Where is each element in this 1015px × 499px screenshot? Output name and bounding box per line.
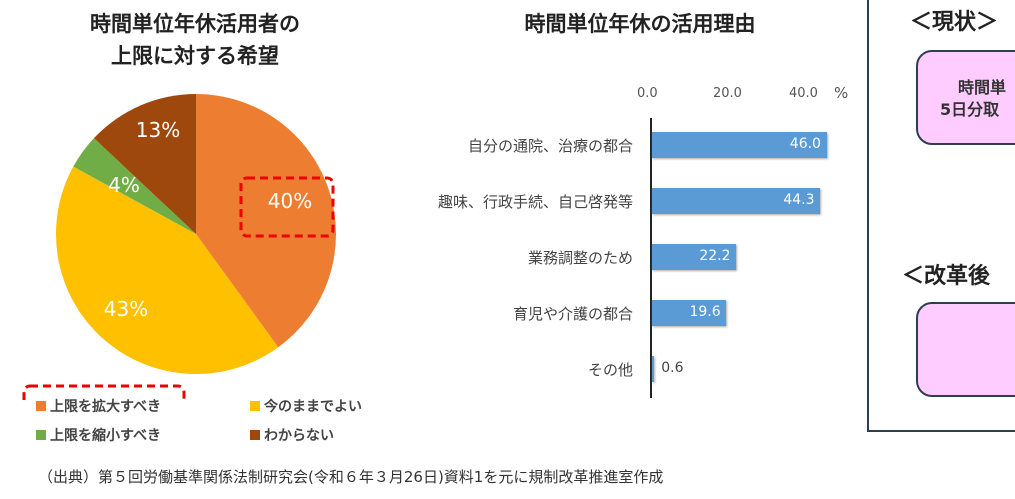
y-axis — [650, 118, 652, 398]
bar-value-label: 44.3 — [783, 192, 815, 208]
legend-item: 今のままでよい — [250, 396, 362, 416]
x-tick: 20.0 — [713, 86, 742, 101]
legend-label: 今のままでよい — [264, 399, 362, 415]
bar — [652, 132, 827, 158]
legend-item: 上限を縮小すべき — [36, 425, 161, 445]
bar — [652, 188, 821, 214]
category-label: 自分の通院、治療の都合 — [467, 137, 633, 155]
pie-slice — [196, 94, 337, 348]
after-box — [916, 302, 1015, 397]
highlight-box — [239, 176, 335, 238]
pie-label: 13% — [136, 118, 180, 142]
x-tick: 40.0 — [789, 86, 818, 101]
pie-slice — [93, 94, 196, 234]
category-label: 趣味、行政手続、自己啓発等 — [437, 193, 633, 211]
legend-label: 上限を縮小すべき — [50, 428, 162, 444]
bar — [652, 356, 655, 382]
bar — [652, 244, 737, 270]
pie-title: 時間単位年休活用者の 上限に対する希望 — [90, 12, 300, 68]
bar — [652, 300, 727, 326]
current-text-1: 時間単 — [958, 78, 1007, 97]
x-tick: 0.0 — [637, 86, 658, 101]
pie-label: 4% — [108, 173, 140, 197]
category-label: 育児や介護の都合 — [512, 305, 633, 323]
current-box: 時間単 5日分取 — [916, 50, 1015, 145]
category-label: 業務調整のため — [527, 249, 633, 267]
comparison-panel — [867, 0, 1015, 432]
bar-value-label: 0.6 — [661, 360, 684, 376]
bar-title: 時間単位年休の活用理由 — [524, 12, 756, 36]
unit-label: % — [834, 84, 849, 102]
after-heading: ＜改革後 — [902, 264, 991, 289]
bar-value-label: 46.0 — [789, 136, 821, 152]
pie-slice — [56, 166, 279, 375]
category-label: その他 — [587, 361, 633, 379]
legend-label: 上限を拡大すべき — [50, 399, 162, 415]
source-note: （出典）第５回労働基準関係法制研究会(令和６年３月26日)資料1を元に規制改革推… — [38, 468, 664, 486]
pie-slice — [73, 138, 196, 234]
bar-value-label: 19.6 — [689, 304, 721, 320]
legend-swatch — [250, 430, 260, 440]
pie-label: 40% — [268, 189, 312, 213]
legend-swatch — [36, 401, 46, 411]
pie-label: 43% — [104, 297, 148, 321]
current-heading: ＜現状＞ — [910, 10, 999, 35]
legend-swatch — [250, 401, 260, 411]
bar-value-label: 22.2 — [699, 248, 731, 264]
legend-swatch — [36, 430, 46, 440]
legend-item: わからない — [250, 425, 334, 445]
pie-chart: 40% 43% 4% 13% — [22, 94, 337, 400]
current-text-2: 5日分取 — [940, 100, 1000, 119]
legend-label: わからない — [264, 428, 334, 444]
legend-item: 上限を拡大すべき — [36, 396, 161, 416]
